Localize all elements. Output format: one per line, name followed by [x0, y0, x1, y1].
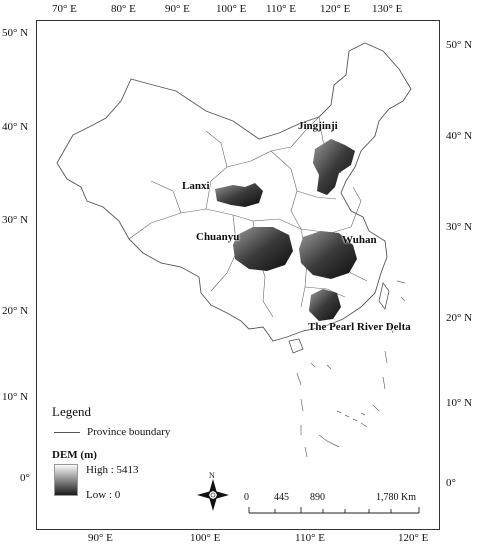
- legend-dem-high: High : 5413: [86, 464, 139, 476]
- lat-label-left-50: 50° N: [2, 27, 29, 39]
- legend-boundary-label: Province boundary: [87, 426, 171, 438]
- lon-label-top-90: 90° E: [165, 3, 190, 15]
- lon-label-bottom-90: 90° E: [88, 532, 113, 544]
- legend-dem-ramp: [54, 464, 78, 496]
- legend-dem-low: Low : 0: [86, 489, 121, 501]
- dem-region-chuanyu: [233, 227, 293, 271]
- lat-label-left-20: 20° N: [2, 305, 29, 317]
- lon-label-top-80: 80° E: [111, 3, 136, 15]
- label-wuhan: Wuhan: [342, 234, 377, 246]
- lat-label-left-30: 30° N: [2, 214, 29, 226]
- scale-label-1780: 1,780 Km: [376, 492, 416, 503]
- lon-label-top-130: 130° E: [372, 3, 403, 15]
- lon-label-bottom-120: 120° E: [398, 532, 429, 544]
- scale-label-445: 445: [274, 492, 289, 503]
- north-arrow-icon: [197, 479, 229, 511]
- legend-boundary-line: [54, 432, 80, 433]
- scale-label-0: 0: [244, 492, 249, 503]
- lat-label-left-10: 10° N: [2, 391, 29, 403]
- lat-label-right-0: 0°: [446, 477, 456, 489]
- lon-label-bottom-100: 100° E: [190, 532, 221, 544]
- lat-label-right-20: 20° N: [446, 312, 473, 324]
- dem-region-prd: [309, 289, 341, 321]
- map-frame: [36, 20, 440, 530]
- label-pearl-river-delta: The Pearl River Delta: [308, 321, 411, 333]
- taiwan-island: [378, 282, 390, 310]
- label-jingjinji: Jingjinji: [298, 120, 338, 132]
- legend-title: Legend: [52, 404, 91, 419]
- dem-region-lanxi: [215, 183, 263, 207]
- lon-label-top-70: 70° E: [52, 3, 77, 15]
- lat-label-left-0: 0°: [20, 472, 30, 484]
- north-arrow-label: N: [209, 471, 215, 480]
- scale-bar: [248, 507, 420, 514]
- label-lanxi: Lanxi: [182, 180, 210, 192]
- dem-region-jingjinji: [313, 139, 355, 195]
- lon-label-top-110: 110° E: [266, 3, 296, 15]
- hainan-island: [288, 338, 304, 354]
- lon-label-top-120: 120° E: [320, 3, 351, 15]
- lat-label-right-30: 30° N: [446, 221, 473, 233]
- scale-label-890: 890: [310, 492, 325, 503]
- lon-label-top-100: 100° E: [216, 3, 247, 15]
- lat-label-right-10: 10° N: [446, 397, 473, 409]
- lon-label-bottom-110: 110° E: [295, 532, 325, 544]
- south-china-sea-features: [296, 280, 406, 458]
- label-chuanyu: Chuanyu: [196, 231, 240, 243]
- lat-label-right-50: 50° N: [446, 39, 473, 51]
- dem-region-wuhan: [299, 231, 357, 279]
- china-outline: [56, 42, 412, 342]
- legend-dem-title: DEM (m): [52, 449, 97, 461]
- lat-label-right-40: 40° N: [446, 130, 473, 142]
- map-svg: [56, 42, 420, 514]
- lat-label-left-40: 40° N: [2, 121, 29, 133]
